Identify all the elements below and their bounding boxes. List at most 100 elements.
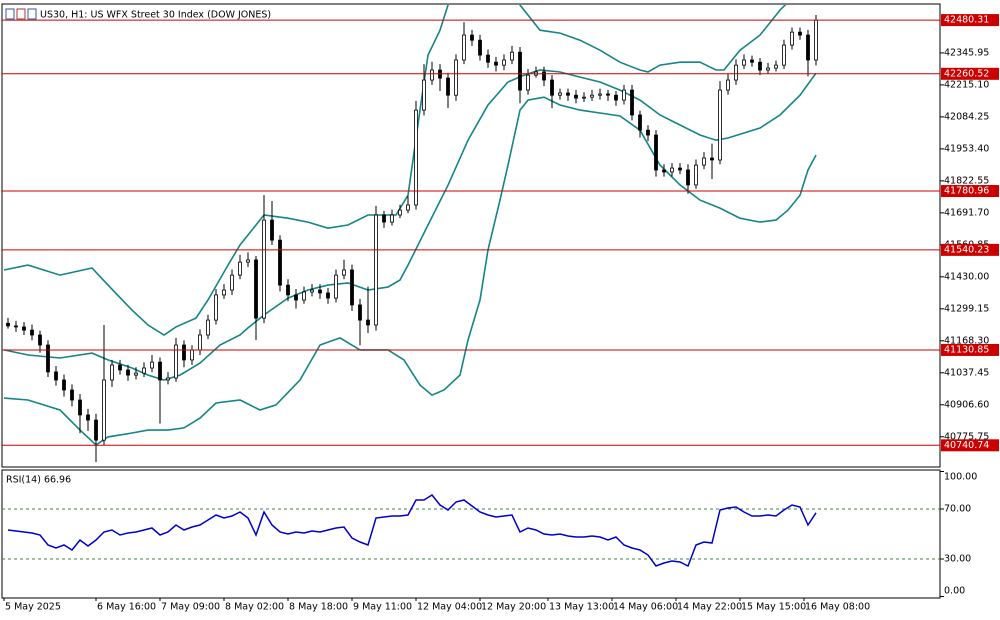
candle-body (182, 344, 186, 361)
candle-body (382, 214, 386, 223)
bollinger-band (3, 69, 817, 381)
candle-body (238, 261, 242, 276)
level-label: 41780.96 (944, 186, 989, 197)
bollinger-band (3, 96, 817, 447)
candle-body (574, 94, 578, 99)
candle-body (246, 259, 250, 263)
y-tick-label: 41430.00 (944, 271, 989, 282)
candle-body (22, 326, 26, 331)
candle-body (6, 322, 10, 327)
candle-body (582, 96, 586, 99)
x-tick-label: 16 May 08:00 (805, 602, 870, 613)
candle-body (358, 304, 362, 321)
candle-body (230, 274, 234, 291)
level-label: 42260.52 (944, 68, 989, 79)
candle-body (606, 93, 610, 96)
candle-body (174, 344, 178, 379)
candle-body (430, 69, 434, 81)
candle-body (366, 319, 370, 326)
level-tag (941, 14, 999, 27)
candle-body (126, 369, 130, 376)
candle-body (38, 334, 42, 346)
candle-body (398, 209, 402, 216)
level-tag (941, 439, 999, 452)
level-tag (941, 185, 999, 198)
candle-body (486, 54, 490, 63)
candle-body (686, 169, 690, 186)
candle-body (694, 164, 698, 186)
bollinger-band (3, 5, 787, 336)
candle-body (542, 71, 546, 81)
candle-body (78, 399, 82, 416)
candle-body (558, 92, 562, 96)
candle-body (630, 89, 634, 116)
candle-body (614, 94, 618, 101)
candle-body (318, 289, 322, 294)
candle-body (526, 74, 530, 91)
y-tick-label: 40775.75 (944, 431, 989, 442)
candle-body (262, 219, 266, 319)
candle-body (702, 157, 706, 166)
y-tick-label: 70.00 (944, 504, 971, 515)
candle-body (278, 239, 282, 286)
y-tick-label: 41168.30 (944, 335, 989, 346)
candle-body (814, 19, 818, 61)
level-label: 41130.85 (944, 344, 989, 355)
candle-body (446, 77, 450, 96)
y-tick-label: 41691.70 (944, 207, 989, 218)
candle-body (214, 294, 218, 321)
candle-body (726, 79, 730, 91)
candle-body (134, 372, 138, 376)
candle-body (190, 349, 194, 361)
candle-body (198, 334, 202, 351)
candle-body (654, 134, 658, 171)
candle-body (158, 361, 162, 381)
y-tick-label: 30.00 (944, 554, 971, 565)
candle-body (310, 289, 314, 293)
x-tick-label: 8 May 02:00 (225, 602, 284, 613)
x-tick-label: 14 May 06:00 (613, 602, 678, 613)
candle-body (326, 292, 330, 299)
candle-body (454, 59, 458, 96)
candle-body (374, 214, 378, 326)
rsi-panel (1, 469, 941, 599)
candle-body (286, 284, 290, 296)
candle-body (46, 344, 50, 373)
candle-body (294, 294, 298, 301)
candle-body (566, 92, 570, 96)
candle-body (270, 219, 274, 241)
candle-body (750, 59, 754, 63)
x-tick-label: 13 May 13:00 (549, 602, 614, 613)
candle-body (662, 169, 666, 173)
candle-body (254, 259, 258, 319)
axes: 42345.95 42215.10 42084.25 41953.40 41822.55… (3, 14, 999, 613)
candle-body (550, 79, 554, 96)
candle-body (590, 94, 594, 98)
y-tick-label: 40906.60 (944, 399, 989, 410)
y-tick-label: 41822.55 (944, 175, 989, 186)
main-plot (2, 5, 940, 463)
candle-body (798, 31, 802, 36)
candle-body (502, 59, 506, 66)
candle-body (766, 67, 770, 71)
x-tick-label: 14 May 22:00 (677, 602, 742, 613)
y-tick-label: 0.00 (944, 586, 965, 597)
x-tick-label: 9 May 11:00 (353, 602, 412, 613)
x-tick-label: 8 May 18:00 (289, 602, 348, 613)
candle-body (62, 379, 66, 391)
level-tag (941, 343, 999, 356)
x-tick-label: 15 May 15:00 (741, 602, 806, 613)
y-tick-label: 41953.40 (944, 143, 989, 154)
toolbar-icons (5, 8, 37, 20)
candle-body (102, 379, 106, 441)
candle-body (222, 289, 226, 296)
candle-body (166, 377, 170, 381)
rsi-line (7, 494, 817, 568)
candle-body (302, 291, 306, 301)
level-label: 41540.23 (944, 244, 989, 255)
candle-body (742, 59, 746, 66)
y-tick-label: 100.00 (944, 472, 977, 483)
candle-body (678, 167, 682, 171)
icon (5, 8, 15, 20)
